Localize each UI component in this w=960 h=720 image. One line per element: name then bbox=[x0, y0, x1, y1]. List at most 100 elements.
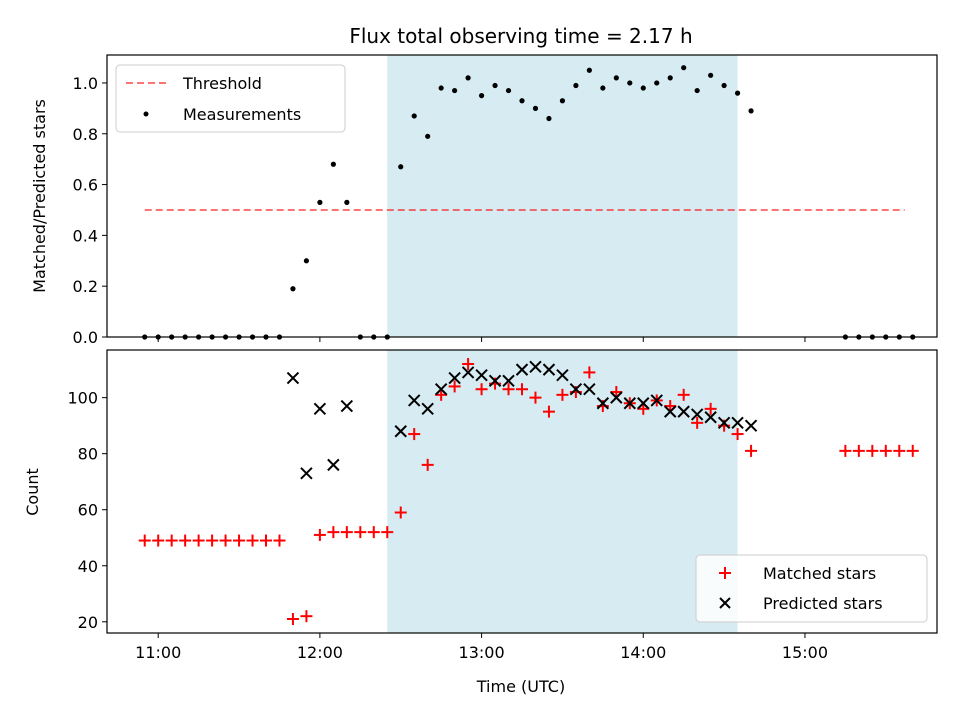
measurement-point bbox=[330, 161, 336, 167]
measurement-point bbox=[586, 67, 592, 73]
matched-star-point bbox=[475, 383, 488, 396]
predicted-star-point bbox=[569, 383, 583, 396]
matched-star-point bbox=[192, 534, 205, 547]
matched-star-point bbox=[300, 610, 313, 623]
predicted-star-point bbox=[327, 458, 340, 472]
top-shaded-band bbox=[387, 55, 738, 337]
predicted-star-point bbox=[408, 394, 421, 407]
predicted-star-point bbox=[340, 399, 354, 413]
predicted-star-point bbox=[677, 405, 690, 418]
y-tick-label: 100 bbox=[67, 389, 98, 408]
measurement-point bbox=[492, 82, 498, 89]
y-tick-label: 0.2 bbox=[73, 277, 98, 296]
matched-star-point bbox=[313, 528, 326, 541]
matched-star-point bbox=[866, 444, 879, 457]
measurement-point bbox=[600, 85, 606, 91]
matched-star-point bbox=[259, 534, 272, 547]
matched-star-point bbox=[502, 383, 515, 396]
threshold-legend-label: Threshold bbox=[182, 74, 262, 93]
matched-star-point bbox=[691, 416, 704, 429]
measurement-point bbox=[546, 115, 552, 122]
matched-star-point bbox=[219, 534, 232, 547]
matched-star-point bbox=[233, 534, 246, 547]
matched-star-point bbox=[677, 388, 690, 401]
predicted-star-point bbox=[488, 374, 502, 388]
y-tick-label: 0.4 bbox=[73, 226, 98, 245]
matched-star-point bbox=[731, 428, 744, 441]
measurement-point bbox=[411, 113, 417, 119]
matched-star-point bbox=[165, 534, 178, 547]
y-tick-label: 60 bbox=[78, 501, 98, 520]
matched-star-point bbox=[542, 405, 555, 418]
measurement-point bbox=[303, 258, 310, 264]
bottom-plot-frame bbox=[106, 349, 938, 634]
matched-star-point bbox=[179, 534, 192, 547]
matched-star-point bbox=[516, 383, 528, 396]
bottom-panel: 20 40 60 80 100 11:00 12:00 13:00 14:00 15:00 Co… bbox=[23, 349, 938, 696]
predicted-star-point bbox=[421, 402, 434, 416]
predicted-star-point bbox=[583, 383, 596, 396]
predicted-star-point bbox=[502, 374, 515, 388]
top-y-axis-label: Matched/Predicted stars bbox=[30, 99, 49, 293]
measurement-point bbox=[452, 87, 458, 94]
predicted-star-point bbox=[731, 416, 744, 430]
y-tick-label: 0.8 bbox=[73, 125, 98, 144]
measurement-point bbox=[317, 199, 323, 205]
x-tick-label: 14:00 bbox=[620, 643, 666, 662]
y-tick-label: 0.0 bbox=[73, 328, 98, 347]
matched-star-point bbox=[246, 534, 259, 547]
measurement-point bbox=[627, 80, 633, 86]
predicted-legend-label: Predicted stars bbox=[763, 594, 883, 613]
x-tick-label: 15:00 bbox=[782, 643, 828, 662]
matched-star-point bbox=[394, 506, 407, 519]
measurement-point bbox=[398, 164, 404, 170]
matched-star-point bbox=[408, 428, 421, 441]
measurement-point bbox=[425, 133, 431, 139]
measurement-point bbox=[465, 75, 471, 81]
top-legend-box bbox=[115, 64, 346, 133]
predicted-star-point bbox=[744, 419, 758, 432]
predicted-star-point bbox=[475, 369, 488, 382]
matched-star-point bbox=[354, 526, 367, 539]
top-legend: Threshold Measurements bbox=[115, 64, 346, 133]
matched-star-point bbox=[448, 380, 461, 393]
x-tick-label: 13:00 bbox=[459, 643, 505, 662]
matched-legend-swatch bbox=[719, 567, 731, 579]
chart-title: Flux total observing time = 2.17 h bbox=[349, 24, 692, 48]
y-tick-label: 40 bbox=[78, 557, 98, 576]
matched-star-point bbox=[610, 386, 623, 399]
matched-star-point bbox=[704, 402, 717, 415]
matched-star-point bbox=[327, 526, 340, 539]
measurement-point bbox=[573, 82, 579, 89]
measurement-point bbox=[681, 65, 687, 71]
matched-star-point bbox=[421, 458, 434, 471]
measurements-legend-swatch bbox=[143, 111, 149, 117]
measurement-point bbox=[505, 87, 512, 94]
predicted-star-point bbox=[461, 366, 475, 379]
matched-star-point bbox=[367, 526, 380, 539]
matched-star-point bbox=[893, 444, 906, 457]
matched-star-point bbox=[138, 534, 151, 547]
measurement-point bbox=[438, 85, 444, 91]
predicted-star-point bbox=[596, 397, 610, 410]
matched-star-point bbox=[462, 358, 475, 371]
x-axis-label: Time (UTC) bbox=[476, 677, 565, 696]
measurement-point bbox=[640, 85, 646, 91]
predicted-star-point bbox=[704, 411, 717, 424]
measurement-point bbox=[734, 90, 741, 96]
measurement-point bbox=[478, 93, 485, 99]
predicted-star-point bbox=[690, 408, 704, 421]
matched-star-point bbox=[879, 444, 892, 457]
y-tick-label: 1.0 bbox=[73, 74, 98, 93]
predicted-star-point bbox=[286, 371, 300, 385]
measurement-point bbox=[721, 82, 727, 89]
matched-star-point bbox=[852, 444, 865, 457]
matched-star-point bbox=[637, 402, 650, 415]
measurement-point bbox=[519, 98, 525, 104]
predicted-star-point bbox=[434, 383, 448, 396]
y-tick-label: 80 bbox=[78, 445, 98, 464]
predicted-legend-swatch bbox=[719, 597, 731, 609]
measurement-point bbox=[613, 75, 619, 81]
predicted-star-point bbox=[623, 397, 636, 410]
